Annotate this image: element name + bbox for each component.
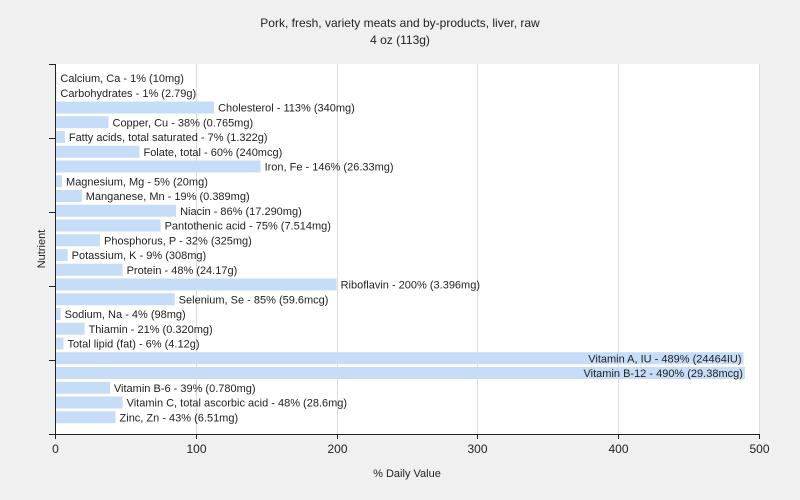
bar [56, 381, 110, 394]
bar-label: Total lipid (fat) - 6% (4.12g) [67, 339, 199, 351]
bar [56, 204, 177, 217]
bar-label: Carbohydrates - 1% (2.79g) [60, 88, 196, 100]
bar [56, 278, 337, 291]
bar-label: Vitamin A, IU - 489% (24464IU) [588, 353, 741, 365]
bar [56, 322, 85, 335]
bar-label: Magnesium, Mg - 5% (20mg) [66, 176, 208, 188]
bar [56, 219, 161, 232]
bar-label: Copper, Cu - 38% (0.765mg) [113, 117, 254, 129]
bar-label: Thiamin - 21% (0.320mg) [89, 324, 213, 336]
x-tick-label: 200 [327, 442, 347, 456]
bar-label: Calcium, Ca - 1% (10mg) [60, 73, 183, 85]
bar-label: Potassium, K - 9% (308mg) [72, 250, 207, 262]
bar-label: Sodium, Na - 4% (98mg) [65, 309, 186, 321]
y-axis-label: Nutrient [36, 230, 48, 269]
bar-label: Niacin - 86% (17.290mg) [180, 206, 302, 218]
bar-label: Iron, Fe - 146% (26.33mg) [265, 162, 394, 174]
bar [56, 337, 64, 350]
bar [56, 101, 215, 114]
x-tick-label: 100 [186, 442, 206, 456]
bar [56, 145, 140, 158]
x-tick-label: 300 [467, 442, 487, 456]
bar-label: Selenium, Se - 85% (59.6mcg) [179, 294, 329, 306]
bar-label: Riboflavin - 200% (3.396mg) [341, 280, 480, 292]
bar [56, 249, 68, 261]
bar [56, 190, 82, 202]
bar [56, 175, 63, 188]
bar-label: Fatty acids, total saturated - 7% (1.322… [69, 132, 268, 144]
bar [56, 263, 123, 276]
bar-label: Vitamin C, total ascorbic acid - 48% (28… [127, 398, 347, 410]
x-tick-labels: 0 100 200 300 400 500 [52, 442, 770, 456]
x-tick-label: 400 [608, 442, 628, 456]
bar [56, 116, 109, 129]
x-tick-label: 500 [749, 442, 769, 456]
bar-label: Pantothenic acid - 75% (7.514mg) [165, 221, 331, 233]
bar-label: Cholesterol - 113% (340mg) [218, 103, 355, 115]
bar-label: Vitamin B-6 - 39% (0.780mg) [114, 383, 256, 395]
bar [56, 160, 261, 173]
bar [56, 234, 101, 247]
bar-label: Phosphorus, P - 32% (325mg) [104, 235, 252, 247]
bar-label: Manganese, Mn - 19% (0.389mg) [86, 191, 250, 203]
x-axis-label: % Daily Value [373, 468, 441, 480]
axes [49, 64, 760, 439]
bar [56, 308, 61, 320]
x-tick-label: 0 [52, 442, 59, 456]
bar [56, 367, 745, 379]
chart-title: Pork, fresh, variety meats and by-produc… [260, 16, 540, 30]
bar [56, 352, 744, 365]
bar [56, 411, 116, 424]
bar-label: Vitamin B-12 - 490% (29.38mcg) [584, 368, 743, 380]
bar-label: Zinc, Zn - 43% (6.51mg) [120, 412, 239, 424]
bar-label: Protein - 48% (24.17g) [127, 265, 238, 277]
bars: Calcium, Ca - 1% (10mg) Carbohydrates - 1… [56, 72, 745, 424]
bar-label: Folate, total - 60% (240mcg) [143, 147, 282, 159]
bar [56, 293, 175, 306]
chart-subtitle: 4 oz (113g) [370, 33, 430, 47]
bar [56, 131, 65, 143]
bar [56, 396, 123, 409]
